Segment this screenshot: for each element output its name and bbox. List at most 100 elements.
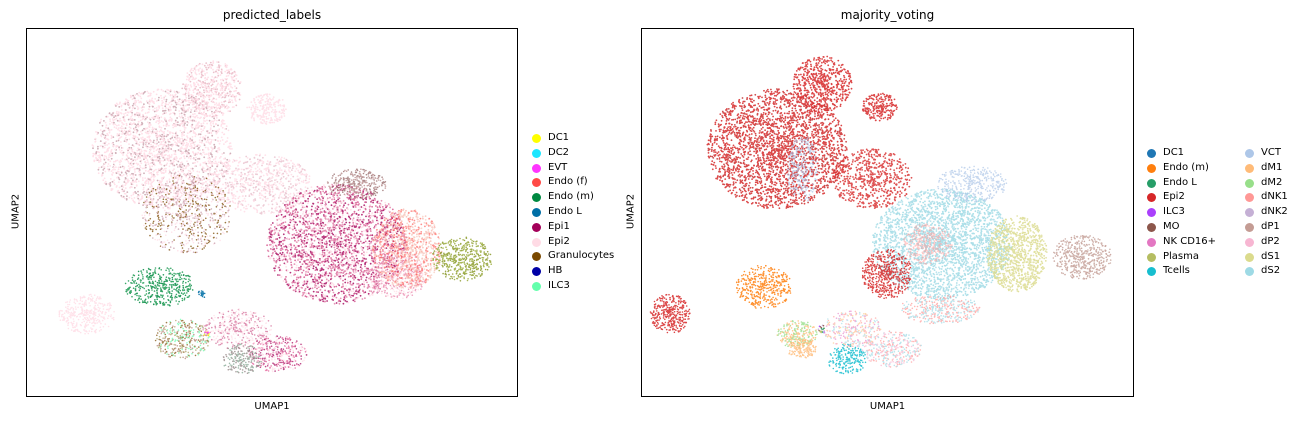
cell-cluster <box>197 290 206 299</box>
legend-marker <box>1245 149 1254 158</box>
left-y-axis-label: UMAP2 <box>11 187 22 237</box>
legend-marker <box>1147 267 1156 277</box>
legend-marker <box>532 193 541 203</box>
legend-marker <box>1245 222 1254 232</box>
legend-marker <box>1245 193 1254 203</box>
cell-cluster <box>861 249 912 300</box>
legend-label: DC1 <box>1163 146 1184 161</box>
cell-cluster <box>141 173 231 254</box>
legend-label: NK CD16+ <box>1163 235 1216 250</box>
left-panel-title: predicted_labels <box>26 8 518 22</box>
legend-label: ILC3 <box>1163 205 1185 220</box>
legend-marker <box>1245 208 1254 218</box>
cell-cluster <box>154 318 211 360</box>
legend-label: dP1 <box>1261 220 1280 235</box>
legend-label: dP2 <box>1261 235 1280 250</box>
legend-marker <box>1147 193 1156 203</box>
legend-marker <box>1245 178 1254 188</box>
legend-label: MO <box>1163 220 1180 235</box>
cell-cluster <box>181 60 242 118</box>
cell-cluster <box>649 293 691 334</box>
cell-cluster <box>902 223 953 265</box>
legend-marker <box>532 267 541 277</box>
cell-cluster <box>371 208 443 289</box>
legend-label: Endo (m) <box>1163 161 1209 176</box>
cell-cluster <box>817 324 826 334</box>
legend-label: DC2 <box>548 146 569 161</box>
cell-cluster <box>937 165 1008 203</box>
legend-marker <box>1245 163 1254 173</box>
cell-cluster <box>246 93 287 125</box>
cell-cluster <box>735 264 792 309</box>
legend-label: VCT <box>1261 146 1281 161</box>
cell-cluster <box>266 183 408 305</box>
left-legend: DC1 DC2 EVT Endo (f) Endo (m) Endo L Epi1 Epi2 G… <box>532 131 642 301</box>
legend-marker <box>1147 163 1156 173</box>
legend-label: Tcells <box>1163 264 1190 279</box>
cell-cluster <box>201 308 272 350</box>
cell-cluster <box>1052 235 1112 280</box>
cell-cluster <box>432 236 493 282</box>
right-y-axis-label: UMAP2 <box>626 187 637 237</box>
cell-cluster <box>211 153 313 215</box>
legend-label: Plasma <box>1163 250 1199 265</box>
left-scatter-plot <box>58 60 493 375</box>
legend-label: Endo L <box>548 205 582 220</box>
legend-marker <box>532 222 541 232</box>
cell-cluster <box>833 148 913 210</box>
cell-cluster <box>786 137 818 202</box>
legend-marker <box>532 207 541 217</box>
cell-cluster <box>222 343 262 375</box>
legend-label: Epi2 <box>548 235 570 250</box>
legend-marker <box>532 134 541 143</box>
cell-cluster <box>788 338 817 359</box>
legend-label: Endo (f) <box>548 175 588 190</box>
cell-cluster <box>821 310 882 348</box>
legend-label: ILC3 <box>548 279 570 294</box>
legend-marker <box>1147 237 1156 247</box>
right-legend: DC1 Endo (m) Endo L Epi2 ILC3 MO NK CD16+ Plasm… <box>1147 146 1307 286</box>
legend-marker <box>1245 237 1254 247</box>
legend-marker <box>532 148 541 158</box>
legend-label: EVT <box>548 161 567 176</box>
cell-cluster <box>901 294 981 325</box>
cell-cluster <box>861 92 898 122</box>
legend-label: Epi2 <box>1163 190 1185 205</box>
left-x-axis-label: UMAP1 <box>26 401 518 412</box>
legend-label: HB <box>548 264 562 279</box>
legend-marker <box>532 281 541 291</box>
legend-label: dS1 <box>1261 250 1280 265</box>
legend-marker <box>1147 149 1156 158</box>
cell-cluster <box>203 331 210 337</box>
legend-marker <box>532 178 541 188</box>
legend-label: dNK1 <box>1261 190 1288 205</box>
legend-label: Granulocytes <box>548 249 614 264</box>
cell-cluster <box>58 293 115 335</box>
cell-cluster <box>326 168 387 200</box>
right-x-axis-label: UMAP1 <box>641 401 1134 412</box>
cell-cluster <box>828 343 867 375</box>
legend-marker <box>532 252 541 262</box>
cell-cluster <box>986 215 1048 293</box>
cell-cluster <box>792 55 853 113</box>
cell-cluster <box>861 330 922 368</box>
legend-marker <box>532 237 541 247</box>
legend-marker <box>1245 267 1254 277</box>
cell-cluster <box>776 320 818 349</box>
legend-label: dM2 <box>1261 176 1282 191</box>
legend-marker <box>1147 252 1156 262</box>
legend-label: Epi1 <box>548 220 570 235</box>
legend-label: Endo (m) <box>548 190 594 205</box>
legend-label: DC1 <box>548 131 569 146</box>
legend-marker <box>1147 222 1156 232</box>
legend-label: dM1 <box>1261 161 1282 176</box>
legend-marker <box>1147 178 1156 188</box>
legend-marker <box>1245 252 1254 262</box>
legend-label: dNK2 <box>1261 205 1288 220</box>
left-plot-area <box>26 28 518 397</box>
right-scatter-plot <box>649 55 1112 375</box>
cell-cluster <box>124 267 194 307</box>
legend-marker <box>532 163 541 173</box>
legend-label: Endo L <box>1163 176 1197 191</box>
right-panel-title: majority_voting <box>641 8 1134 22</box>
